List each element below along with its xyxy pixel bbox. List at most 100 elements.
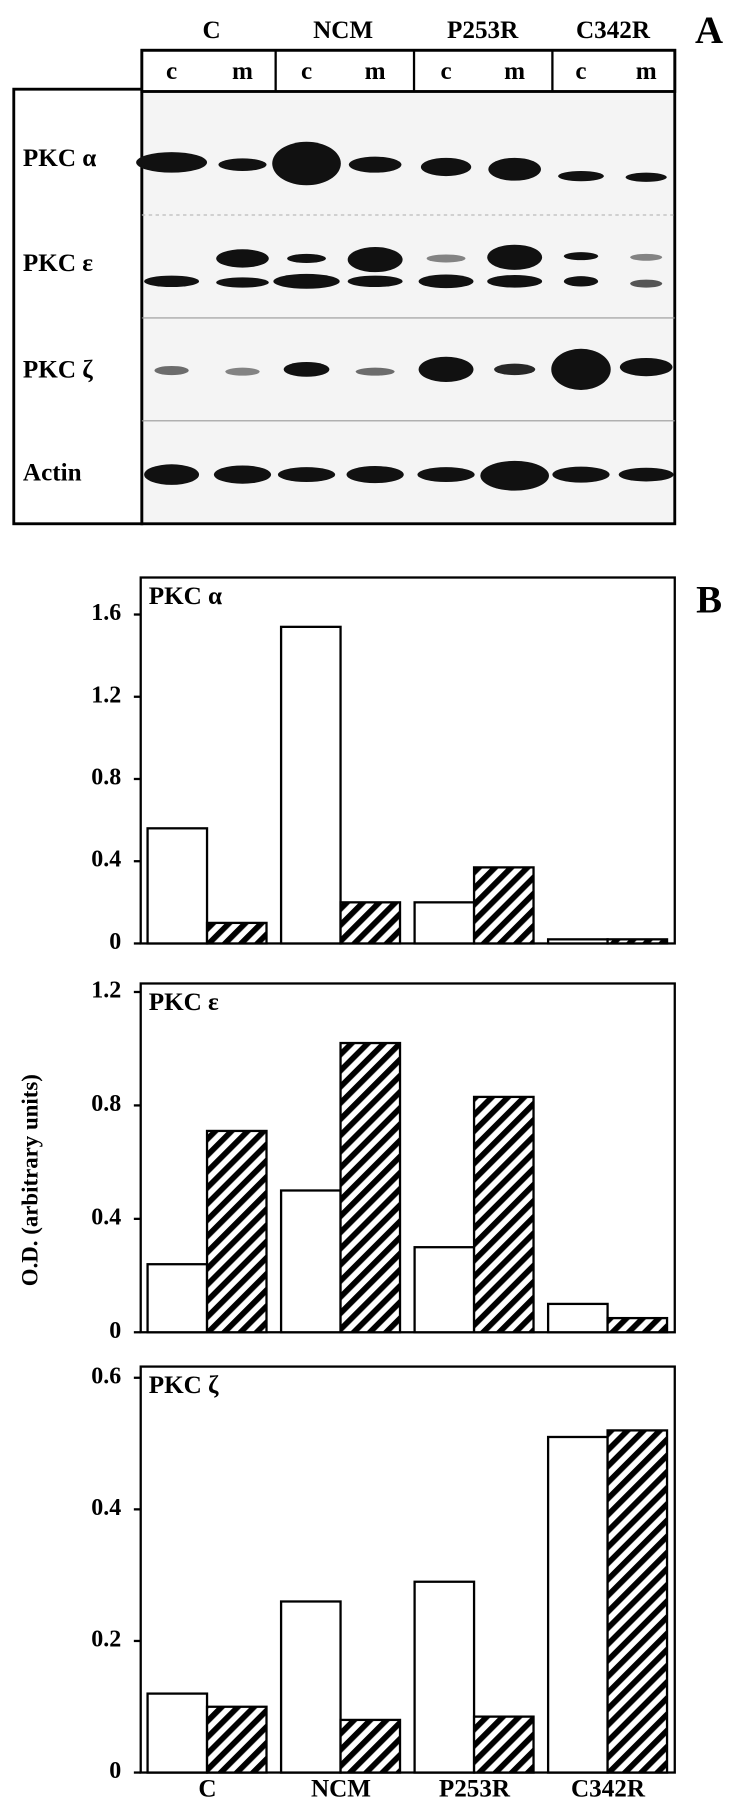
blot-band xyxy=(273,273,340,289)
bar xyxy=(205,921,268,945)
bar xyxy=(413,1580,476,1774)
lane-label: m xyxy=(504,58,525,85)
blot-band xyxy=(144,275,200,288)
bar xyxy=(413,1246,476,1334)
blot-band xyxy=(346,466,404,484)
blot-band xyxy=(213,465,272,484)
blot-band xyxy=(619,357,673,377)
blot-band xyxy=(494,363,536,376)
bar xyxy=(546,938,609,945)
blot-band xyxy=(283,361,330,377)
blot-band xyxy=(488,157,541,181)
blot-band xyxy=(480,460,549,491)
plot-frame xyxy=(139,1365,676,1774)
bar xyxy=(205,1129,268,1334)
x-tick-label: C342R xyxy=(571,1776,646,1800)
blot-band xyxy=(225,367,260,376)
group-label: P253R xyxy=(447,17,519,44)
blot-band xyxy=(272,141,341,186)
bar xyxy=(339,901,402,945)
lane-label: c xyxy=(301,58,312,85)
bar xyxy=(146,1692,209,1774)
y-tick-label: 0 xyxy=(109,1758,121,1784)
y-tick-label: 0.4 xyxy=(91,847,121,873)
y-tick-label: 0.6 xyxy=(91,1363,121,1389)
chart-title: PKC α xyxy=(149,583,222,610)
bar xyxy=(339,1718,402,1774)
plot-frame xyxy=(139,982,676,1334)
lane-label: m xyxy=(232,58,253,85)
bar xyxy=(339,1041,402,1334)
bar xyxy=(413,901,476,945)
bar xyxy=(146,827,209,945)
blot-band xyxy=(487,275,543,288)
blot-band xyxy=(630,279,663,288)
blot-band xyxy=(348,156,402,173)
y-tick-label: 1.6 xyxy=(91,600,121,626)
group-label: NCM xyxy=(313,17,373,44)
y-tick-label: 0.8 xyxy=(91,765,121,791)
blot-band xyxy=(563,276,599,287)
plot-frame xyxy=(139,576,676,945)
chart-title: PKC ζ xyxy=(149,1372,219,1399)
group-label: C342R xyxy=(576,17,651,44)
lane-label: c xyxy=(166,58,177,85)
blot-band xyxy=(136,152,208,173)
blot-band xyxy=(417,467,475,483)
blot-band xyxy=(218,158,267,171)
y-tick-label: 1.2 xyxy=(91,682,121,708)
row-label-box xyxy=(12,87,144,526)
row-label: PKC α xyxy=(23,145,96,172)
row-label: PKC ζ xyxy=(23,356,93,383)
lane-label: m xyxy=(636,58,657,85)
lane-label: c xyxy=(575,58,586,85)
bar xyxy=(472,1715,535,1774)
lane-label: c xyxy=(440,58,451,85)
bar xyxy=(606,1316,669,1334)
y-axis-label: O.D. (arbitrary units) xyxy=(17,1074,42,1286)
y-tick-label: 0.2 xyxy=(91,1626,121,1652)
bar xyxy=(279,625,342,945)
blot-band xyxy=(426,254,466,263)
panel-label: A xyxy=(695,9,723,52)
blot-band xyxy=(418,274,474,289)
x-tick-label: C xyxy=(198,1776,216,1800)
bar xyxy=(606,1429,669,1774)
blot-band xyxy=(277,467,336,483)
blot-band xyxy=(347,275,403,288)
y-tick-label: 0.8 xyxy=(91,1091,121,1117)
x-tick-label: P253R xyxy=(439,1776,511,1800)
bar xyxy=(472,866,535,945)
blot-band xyxy=(287,253,326,264)
bar xyxy=(546,1435,609,1774)
bar xyxy=(472,1095,535,1334)
blot-band xyxy=(558,170,604,182)
bar xyxy=(146,1263,209,1334)
blot-band xyxy=(216,249,269,268)
y-tick-label: 0.4 xyxy=(91,1204,121,1230)
lane-header xyxy=(140,48,677,93)
y-tick-label: 1.2 xyxy=(91,978,121,1004)
panel-label: B xyxy=(696,579,722,622)
blot-box xyxy=(140,48,677,526)
blot-band xyxy=(154,365,189,376)
row-label: Actin xyxy=(23,459,82,486)
y-tick-label: 0.4 xyxy=(91,1495,121,1521)
y-tick-label: 0 xyxy=(109,929,121,955)
blot-band xyxy=(563,252,599,261)
bar xyxy=(606,938,669,945)
blot-band xyxy=(355,367,395,376)
blot-band xyxy=(144,464,200,485)
chart-title: PKC ε xyxy=(149,989,219,1016)
bar xyxy=(279,1600,342,1774)
x-tick-label: NCM xyxy=(311,1776,371,1800)
blot-band xyxy=(551,348,611,390)
blot-band xyxy=(630,253,663,261)
row-label: PKC ε xyxy=(23,250,93,277)
blot-band xyxy=(216,277,269,288)
blot-band xyxy=(552,466,610,483)
bar xyxy=(279,1189,342,1334)
blot-band xyxy=(618,467,674,482)
lane-label: m xyxy=(365,58,386,85)
